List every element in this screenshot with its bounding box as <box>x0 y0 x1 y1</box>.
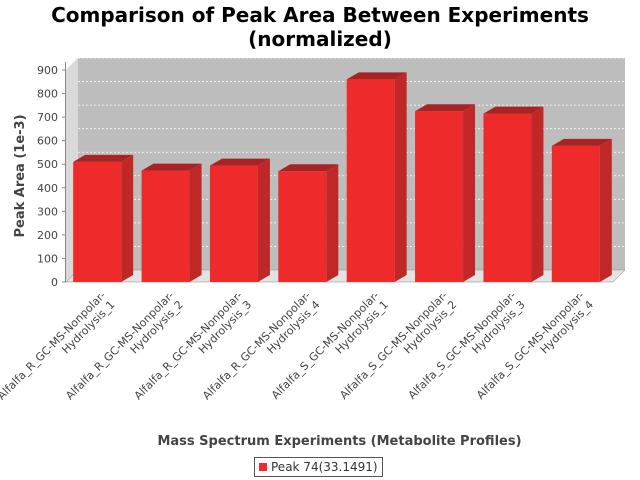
x-tick-label-line: Alfalfa_S_GC-MS-Nonpolar- <box>406 289 519 402</box>
x-tick-label-line: Alfalfa_S_GC-MS-Nonpolar- <box>474 289 587 402</box>
legend: Peak 74(33.1491) <box>254 457 383 477</box>
y-tick-label: 600 <box>37 135 58 148</box>
y-tick-label: 800 <box>37 88 58 101</box>
legend-label: Peak 74(33.1491) <box>271 460 378 474</box>
bar <box>346 79 395 282</box>
y-tick-label: 900 <box>37 64 58 77</box>
bar <box>415 111 464 282</box>
bar-side <box>599 138 612 282</box>
chart-title-line-2: (normalized) <box>248 27 392 51</box>
bar-side <box>326 164 339 282</box>
bar <box>483 113 532 282</box>
chart-title-line-1: Comparison of Peak Area Between Experime… <box>51 3 589 27</box>
bar <box>551 145 600 282</box>
bar-side <box>121 154 134 282</box>
bar <box>141 170 190 282</box>
x-tick-label-line: Alfalfa_S_GC-MS-Nonpolar- <box>269 289 382 402</box>
y-tick-label: 200 <box>37 229 58 242</box>
bar <box>73 161 122 282</box>
y-tick-label: 700 <box>37 111 58 124</box>
bar-side <box>463 104 476 282</box>
bar-side <box>394 72 407 282</box>
y-tick-label: 300 <box>37 205 58 218</box>
chart-title: Comparison of Peak Area Between Experime… <box>0 3 640 51</box>
y-tick-label: 0 <box>51 276 58 289</box>
bar-top <box>483 106 544 114</box>
bar-top <box>346 72 407 80</box>
bar-top <box>415 104 476 112</box>
bar-side <box>189 163 202 282</box>
bar-side <box>531 106 544 282</box>
bar-side <box>257 158 270 282</box>
x-tick-label-line: Alfalfa_R_GC-MS-Nonpolar- <box>0 289 108 402</box>
legend-swatch <box>259 463 267 471</box>
x-tick-label-line: Alfalfa_R_GC-MS-Nonpolar- <box>200 289 313 402</box>
bar <box>209 165 258 282</box>
y-axis-label: Peak Area (1e-3) <box>13 114 28 237</box>
x-axis-label: Mass Spectrum Experiments (Metabolite Pr… <box>157 434 521 449</box>
x-tick-label-line: Alfalfa_R_GC-MS-Nonpolar- <box>63 289 176 402</box>
bar-top <box>73 154 134 162</box>
y-tick-label: 400 <box>37 182 58 195</box>
bar-top <box>551 138 612 146</box>
x-tick-label-line: Alfalfa_R_GC-MS-Nonpolar- <box>132 289 245 402</box>
bar-top <box>278 164 339 172</box>
y-tick-label: 500 <box>37 158 58 171</box>
bar <box>278 171 327 282</box>
x-tick-label: Alfalfa_R_GC-MS-Nonpolar-Hydrolysis_1 <box>0 289 118 402</box>
y-tick-label: 100 <box>37 252 58 265</box>
x-tick-label-line: Alfalfa_S_GC-MS-Nonpolar- <box>337 289 450 402</box>
bar-top <box>141 163 202 171</box>
bar-top <box>209 158 270 166</box>
